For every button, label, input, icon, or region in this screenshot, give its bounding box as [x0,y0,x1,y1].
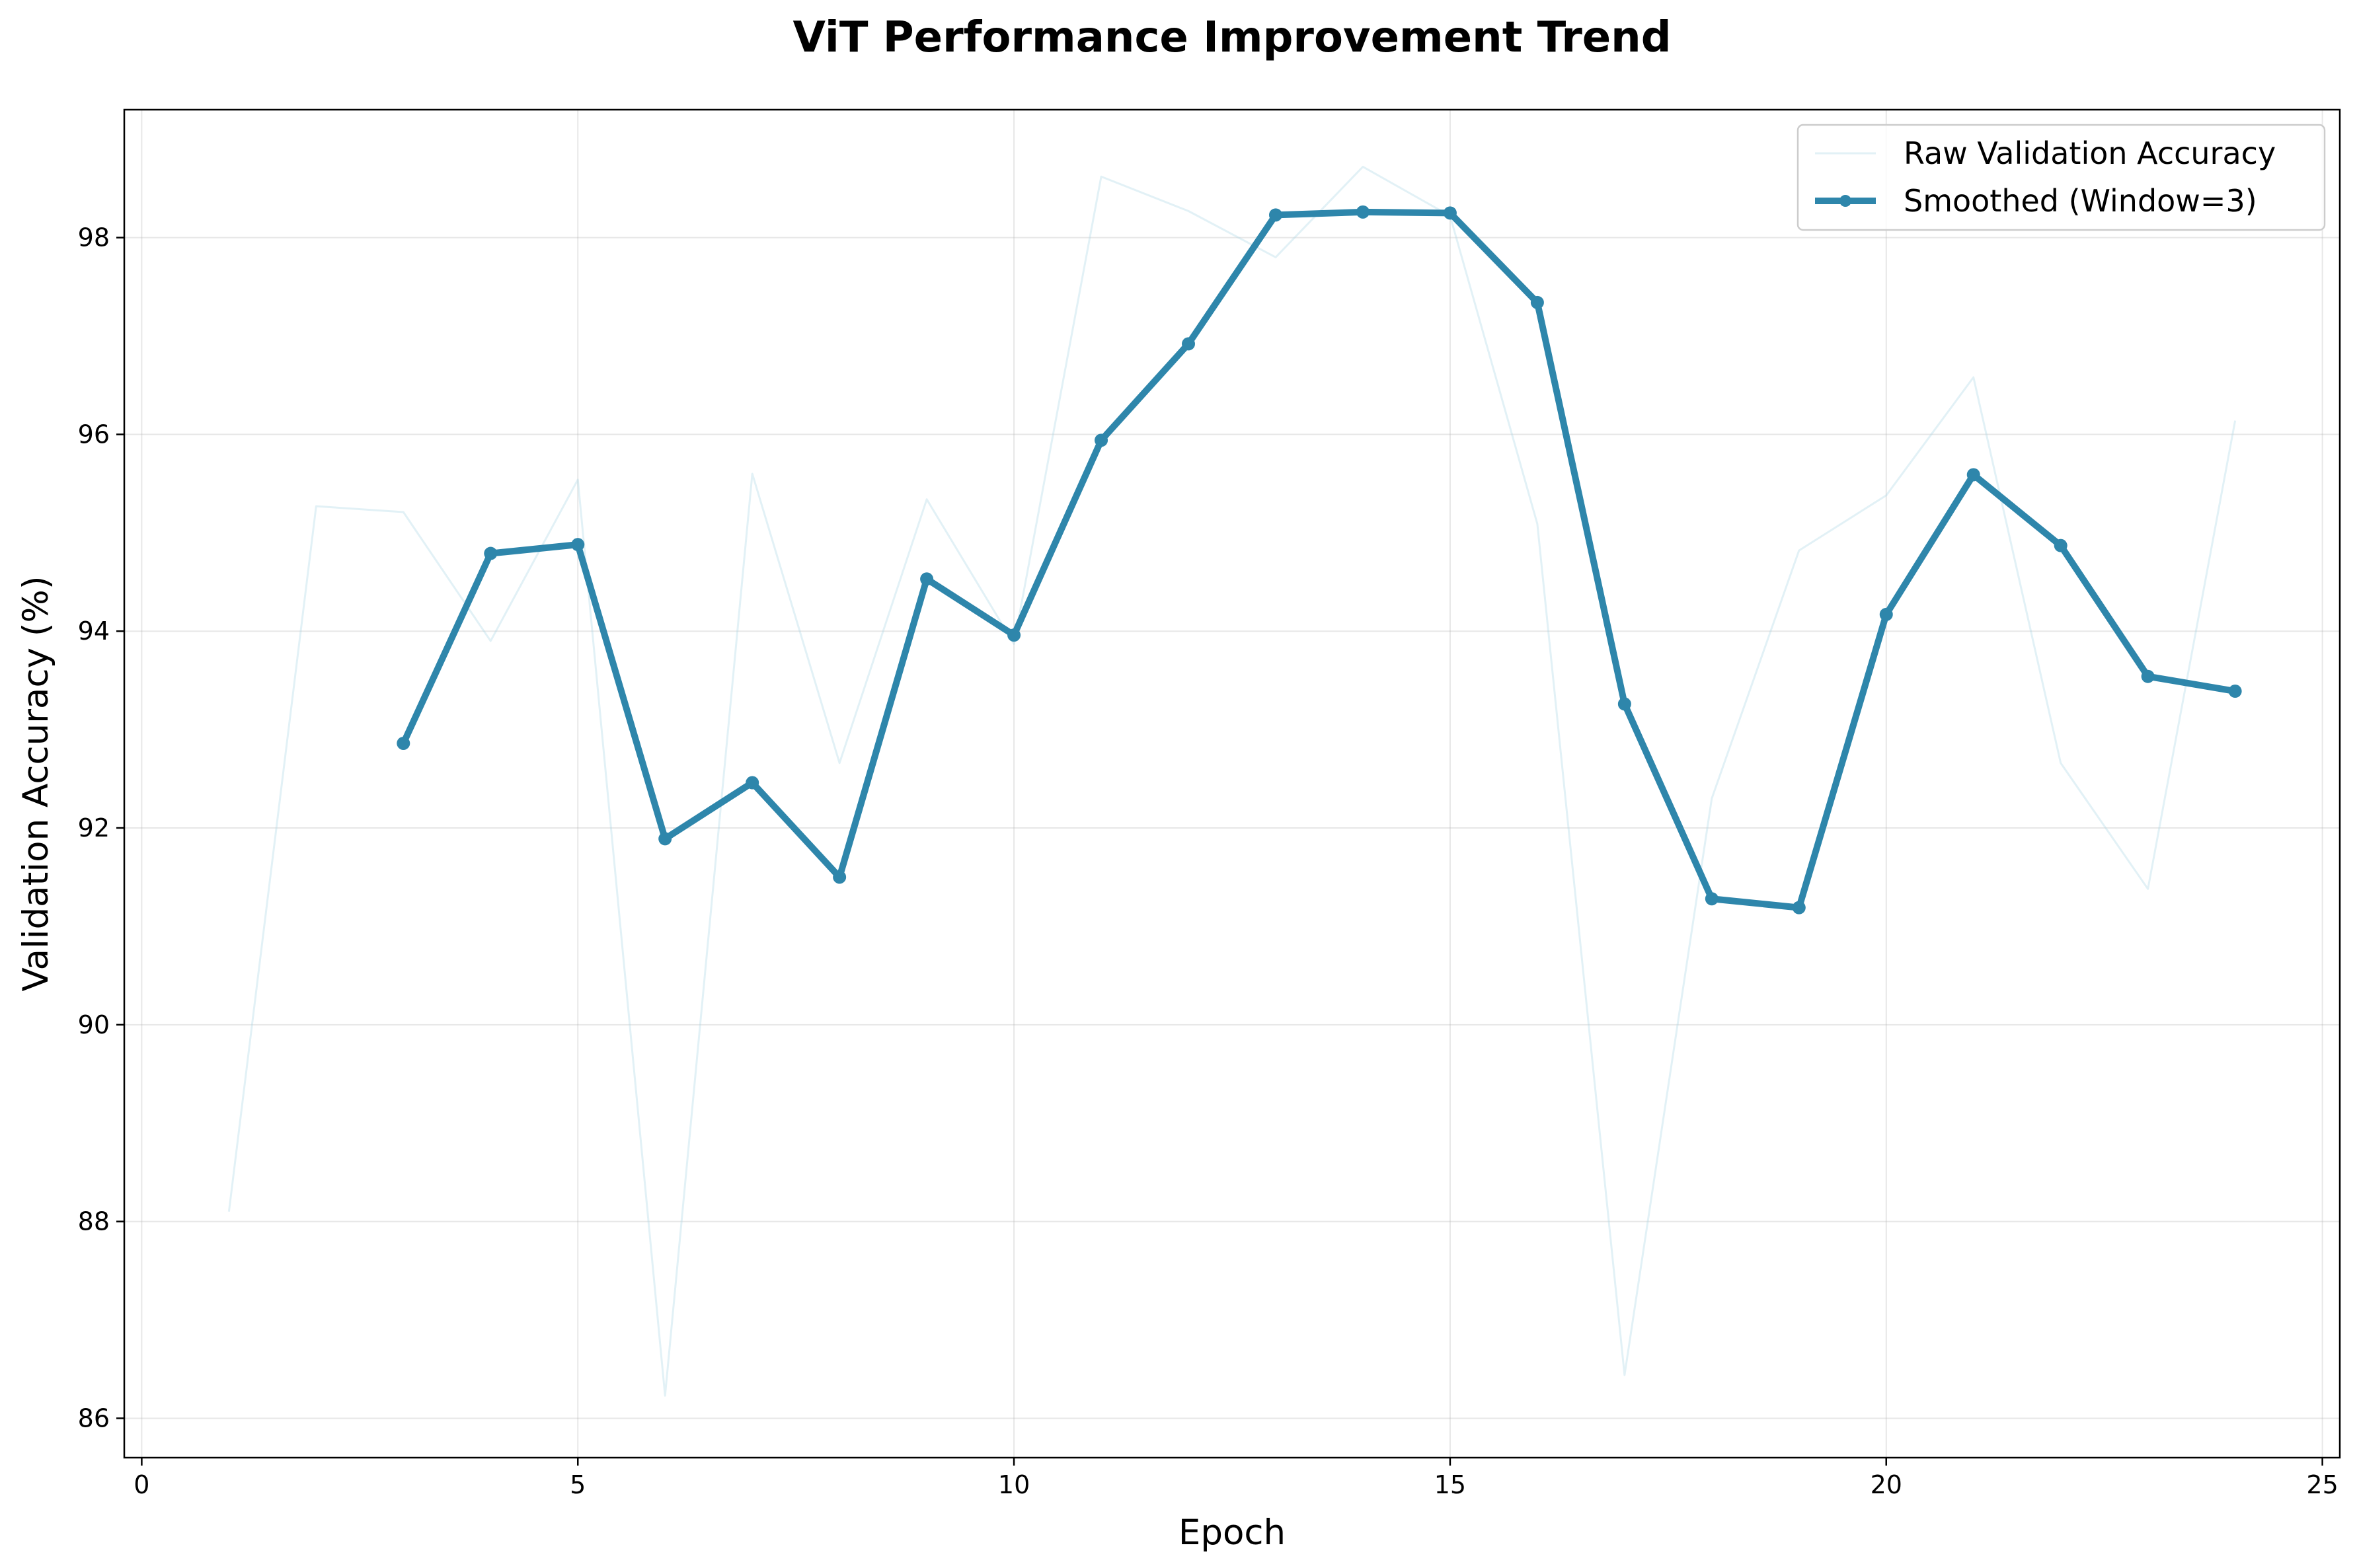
y-tick-label: 86 [78,1403,110,1433]
x-tick-label: 20 [1871,1470,1902,1499]
x-axis-label: Epoch [1178,1512,1286,1553]
x-tick-label: 0 [134,1470,149,1499]
x-tick-label: 15 [1434,1470,1466,1499]
chart-title: ViT Performance Improvement Trend [792,13,1671,62]
smoothed-point [1443,206,1457,220]
legend-smoothed-label: Smoothed (Window=3) [1904,183,2257,219]
smoothed-point [746,776,759,790]
x-tick-label: 25 [2306,1470,2338,1499]
smoothed-point [1792,901,1806,915]
smoothed-point [1705,892,1719,906]
y-tick-label: 98 [78,223,110,252]
legend: Raw Validation Accuracy Smoothed (Window… [1797,124,2326,231]
smoothed-point [397,736,410,750]
x-tick-label: 10 [998,1470,1030,1499]
smoothed-point [1966,468,1980,482]
smoothed-point [2141,669,2155,683]
x-tick-label: 5 [570,1470,586,1499]
legend-raw-label: Raw Validation Accuracy [1904,135,2276,171]
smoothed-point [571,538,585,552]
series-raw-validation-accuracy [227,165,2237,1397]
series-smoothed [397,205,2242,915]
legend-smoothed-marker [1839,195,1851,207]
y-tick-label: 92 [78,813,110,842]
y-axis-label: Validation Accuracy (%) [16,576,56,991]
y-tick-label: 94 [78,616,110,646]
y-tick-label: 88 [78,1207,110,1236]
smoothed-point [2228,685,2242,698]
raw-accuracy-line [227,165,2237,1397]
smoothed-point [1095,433,1108,447]
axis-ticks: 0 5 10 15 20 25 86 88 90 92 94 96 98 [78,223,2338,1499]
smoothed-point [1182,337,1196,351]
smoothed-point [1879,607,1893,621]
smoothed-accuracy-line [400,208,2239,911]
smoothed-point [1617,697,1631,711]
smoothed-point [1530,295,1544,309]
smoothed-point [1007,628,1021,642]
legend-box [1797,124,2326,231]
smoothed-point [920,572,934,586]
smoothed-point [658,832,672,846]
smoothed-point [2054,539,2067,552]
y-tick-label: 96 [78,420,110,449]
smoothed-point [1356,205,1370,219]
smoothed-point [1268,208,1282,222]
grid [124,110,2340,1458]
smoothed-point [484,546,498,560]
plot-frame [123,108,2341,1459]
smoothed-point [833,870,847,884]
y-tick-label: 90 [78,1010,110,1039]
